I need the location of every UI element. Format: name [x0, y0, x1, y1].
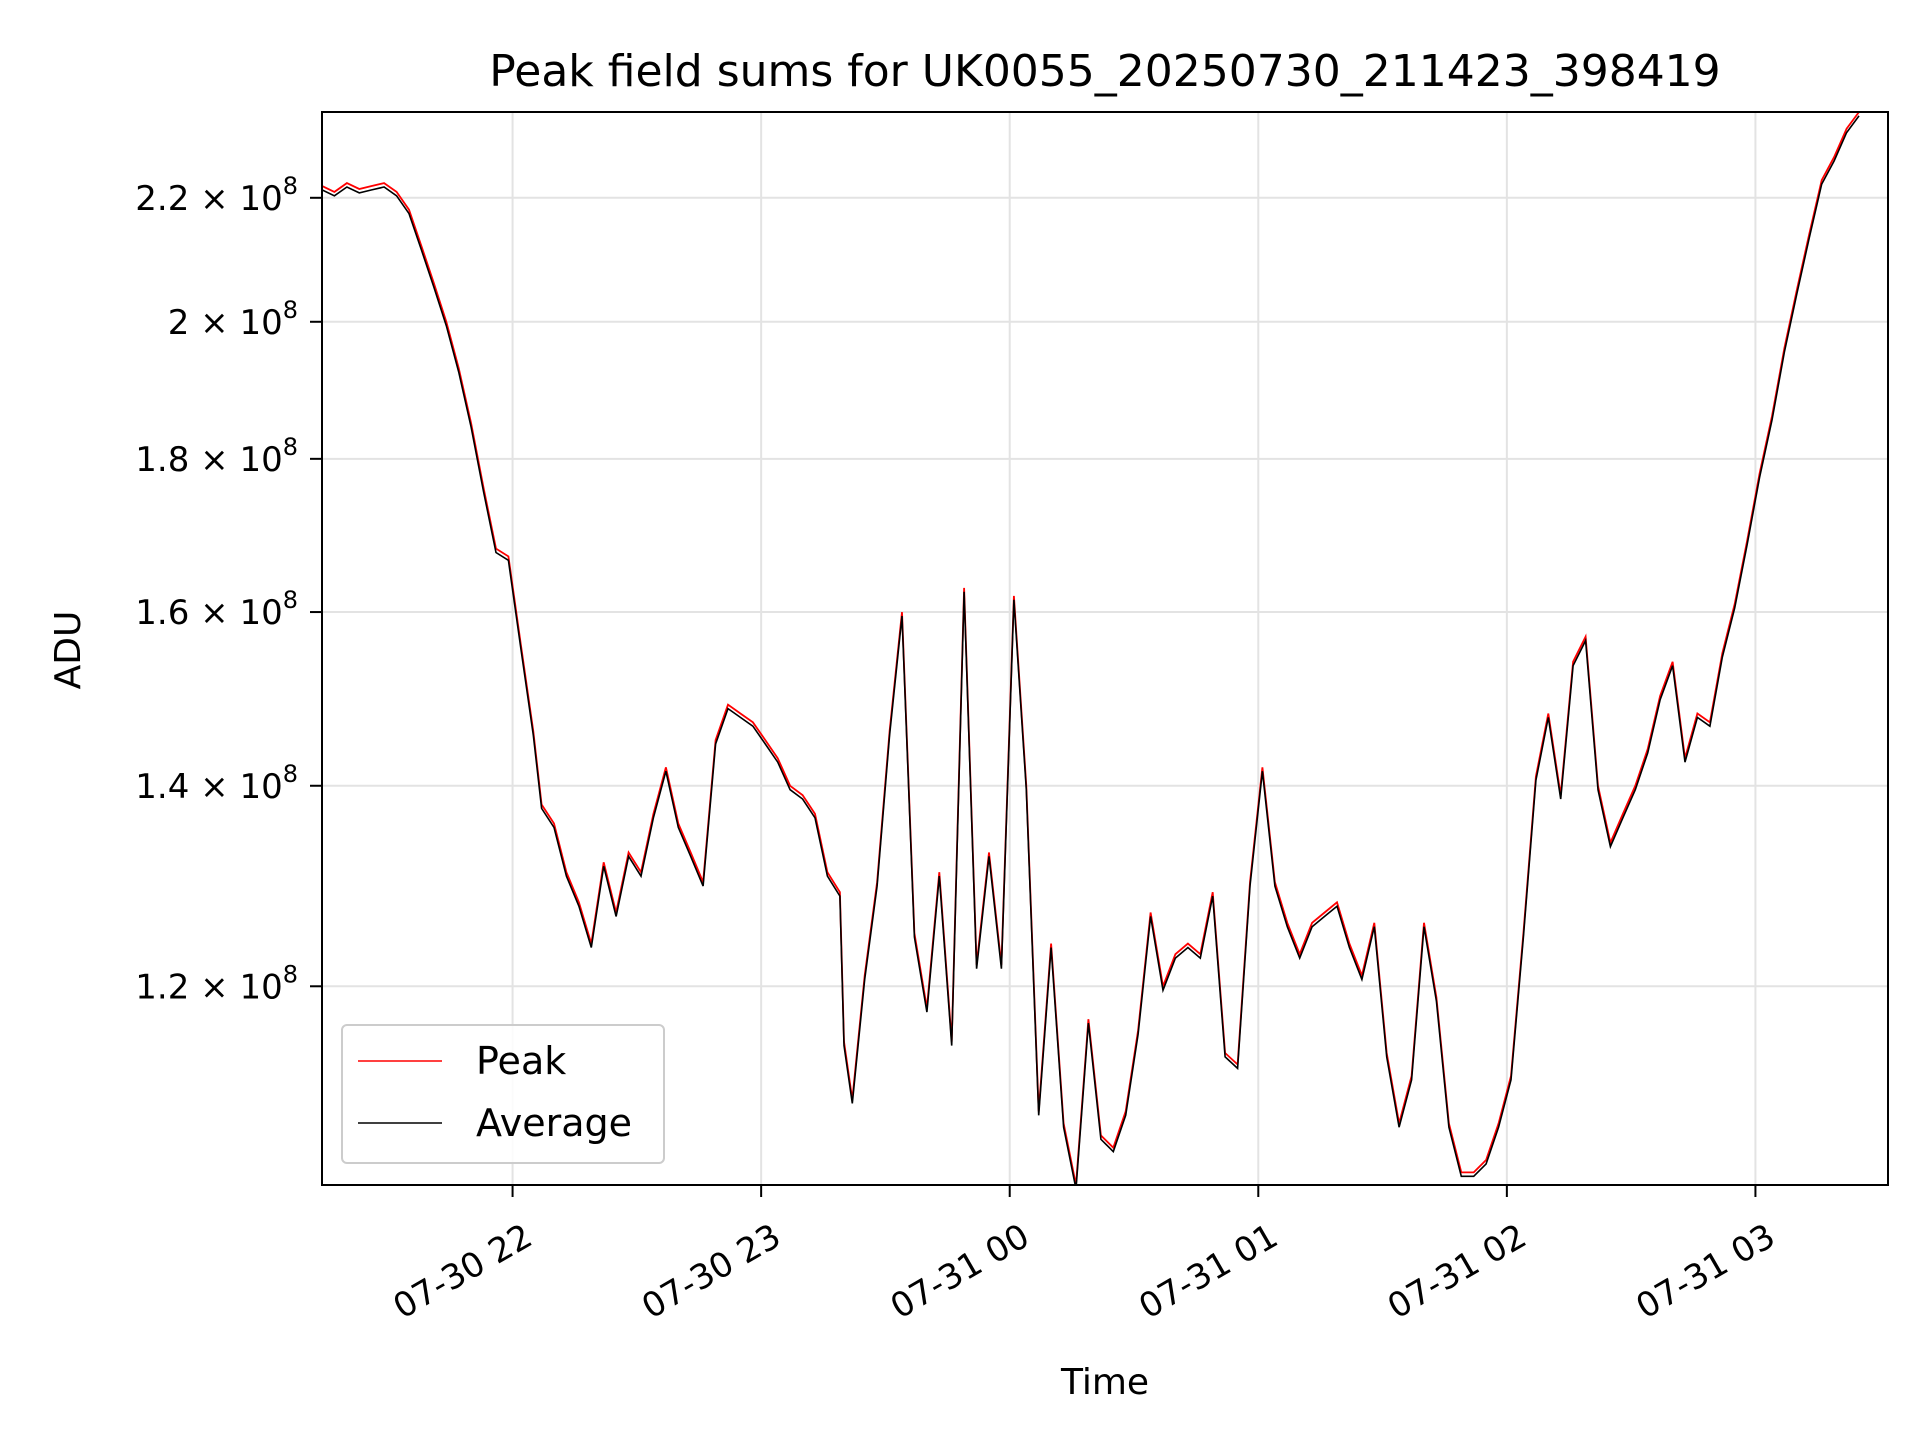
- legend-box: [341, 1024, 665, 1164]
- y-tick-label: 1.2 × 108: [135, 960, 298, 1007]
- y-tick-label: 2.2 × 108: [135, 172, 298, 219]
- series-layer: [322, 112, 1860, 1185]
- y-tick-label: 1.6 × 108: [135, 586, 298, 633]
- y-axis-label: ADU: [48, 611, 89, 690]
- series-average-line: [322, 115, 1860, 1185]
- x-tick-label: 07-30 22: [387, 1216, 539, 1327]
- plot-frame: [321, 111, 1889, 1186]
- legend-label-peak: Peak: [476, 1039, 566, 1083]
- x-axis-label: Time: [1060, 1362, 1149, 1403]
- y-tick-label: 1.4 × 108: [135, 760, 298, 807]
- x-axis: 07-30 22 07-30 23 07-31 00 07-31 01 07-31 02…: [387, 1185, 1782, 1327]
- grid: [322, 112, 1888, 1185]
- chart-title: Peak field sums for UK0055_20250730_2114…: [489, 46, 1720, 97]
- x-tick-label: 07-31 00: [884, 1216, 1036, 1327]
- x-tick-label: 07-31 02: [1381, 1216, 1533, 1327]
- y-axis: 1.2 × 108 1.4 × 108 1.6 × 108 1.8 × 108 2 × …: [135, 172, 322, 1007]
- y-tick-label: 1.8 × 108: [135, 433, 298, 480]
- x-tick-label: 07-31 01: [1132, 1216, 1284, 1327]
- legend: Peak Average: [341, 1024, 665, 1164]
- x-tick-label: 07-30 23: [635, 1216, 787, 1327]
- y-tick-label: 2 × 108: [168, 296, 298, 343]
- legend-label-average: Average: [476, 1101, 632, 1145]
- x-tick-label: 07-31 03: [1630, 1216, 1782, 1327]
